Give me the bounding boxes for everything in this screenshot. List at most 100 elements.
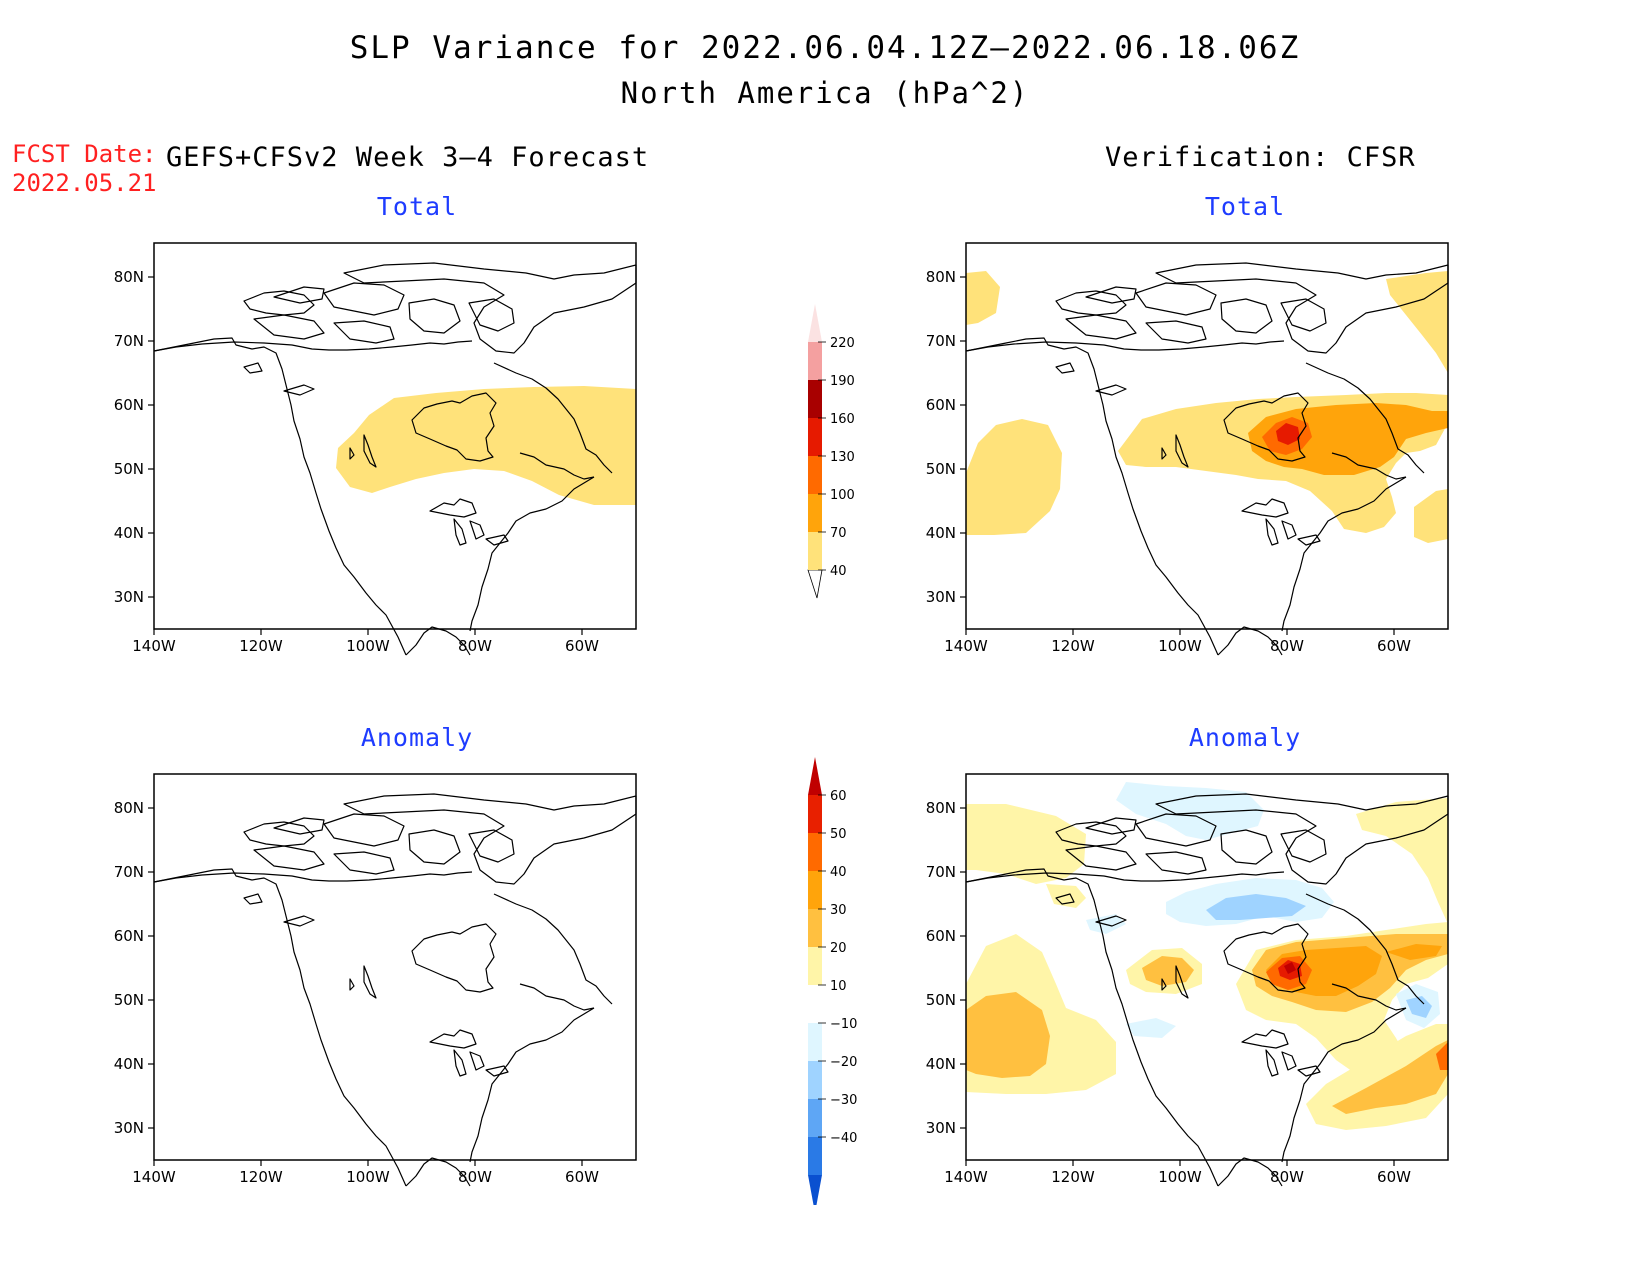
lat-label: 40N [114,1055,144,1073]
map-verification-anomaly: 80N 70N 60N 50N 40N 30N 140W 120W 100W 80W 60W [926,773,1449,1187]
colorbar-box [808,795,822,833]
lon-label: 60W [1377,1168,1411,1186]
colorbar-label: 30 [830,903,847,918]
colorbar-label: −20 [830,1055,857,1070]
lon-label: 100W [346,1168,390,1186]
chart-subtitle: North America (hPa^2) [620,76,1030,110]
lon-label: 100W [1158,1168,1202,1186]
lat-label: 60N [926,927,956,945]
panel-title-forecast-anomaly: Anomaly [360,723,474,752]
lon-label: 120W [239,637,283,655]
forecast-date: FCST Date: 2022.05.21 [12,140,157,198]
lon-label: 120W [239,1168,283,1186]
lat-label: 50N [926,991,956,1009]
x-axis-verification-anomaly: 140W 120W 100W 80W 60W [944,1160,1411,1186]
colorbar-box [808,947,822,985]
lon-label: 80W [1270,1168,1304,1186]
colorbar-box [808,532,822,570]
colorbar-box [808,342,822,380]
colorbar-label: 40 [830,865,847,880]
forecast-date-label: FCST Date: [12,140,157,168]
colorbar-box [808,833,822,871]
x-axis-forecast-total: 140W 120W 100W 80W 60W [132,629,599,655]
colorbar-box [808,985,822,1023]
lon-label: 80W [458,637,492,655]
lon-label: 100W [1158,637,1202,655]
model-column-title: GEFS+CFSv2 Week 3–4 Forecast [166,142,650,173]
lat-label: 70N [926,863,956,881]
lon-label: 60W [1377,637,1411,655]
anomaly-colorbar: 60 50 40 30 20 10 −10 −20 −30 −40 [808,757,857,1205]
lat-label: 80N [114,799,144,817]
y-axis-forecast-total: 80N 70N 60N 50N 40N 30N [114,268,154,606]
colorbar-underflow [807,569,823,599]
lon-label: 140W [132,1168,176,1186]
anomaly-colorbar-labels: 60 50 40 30 20 10 −10 −20 −30 −40 [818,789,857,1146]
lat-label: 60N [114,396,144,414]
map-verification-total: 80N 70N 60N 50N 40N 30N 140W 120W 100W 80W 60W [926,242,1449,656]
contour-fill-40-70 [336,386,636,505]
lon-label: 120W [1051,637,1095,655]
lat-label: 60N [114,927,144,945]
lat-label: 50N [114,460,144,478]
y-axis-forecast-anomaly: 80N 70N 60N 50N 40N 30N [114,799,154,1137]
colorbar-box [808,418,822,456]
total-colorbar-labels: 40 70 100 130 160 190 220 [818,336,855,579]
lon-label: 80W [458,1168,492,1186]
colorbar-box [808,1099,822,1137]
lat-label: 30N [926,588,956,606]
colorbar-box [808,909,822,947]
y-axis-verification-total: 80N 70N 60N 50N 40N 30N [926,268,966,606]
anomaly-colorbar-boxes [808,757,822,1205]
lat-label: 50N [926,460,956,478]
y-axis-verification-anomaly: 80N 70N 60N 50N 40N 30N [926,799,966,1137]
lat-label: 80N [114,268,144,286]
x-axis-verification-total: 140W 120W 100W 80W 60W [944,629,1411,655]
lat-label: 40N [114,524,144,542]
chart-title: SLP Variance for 2022.06.04.12Z–2022.06.… [349,30,1301,66]
colorbar-label: 50 [830,827,847,842]
colorbar-label: 60 [830,789,847,804]
colorbar-box [808,494,822,532]
colorbar-label: −10 [830,1017,857,1032]
lat-label: 40N [926,524,956,542]
colorbar-box [808,456,822,494]
colorbar-label: 130 [830,450,855,465]
contour-fill-verification-anomaly [966,782,1448,1130]
panel-title-verification-total: Total [1204,192,1286,221]
colorbar-label: 160 [830,412,855,427]
lon-label: 120W [1051,1168,1095,1186]
colorbar-box [808,871,822,909]
colorbar-box [808,1023,822,1061]
colorbar-label: −40 [830,1131,857,1146]
lat-label: 30N [114,588,144,606]
forecast-date-value: 2022.05.21 [12,169,157,197]
total-colorbar: 40 70 100 130 160 190 220 [807,304,855,599]
lon-label: 140W [944,1168,988,1186]
lon-label: 60W [565,637,599,655]
lon-label: 100W [346,637,390,655]
colorbar-box [808,1061,822,1099]
x-axis-forecast-anomaly: 140W 120W 100W 80W 60W [132,1160,599,1186]
lat-label: 80N [926,799,956,817]
lat-label: 80N [926,268,956,286]
lat-label: 70N [114,332,144,350]
lon-label: 60W [565,1168,599,1186]
lat-label: 30N [926,1119,956,1137]
lon-label: 80W [1270,637,1304,655]
colorbar-label: 190 [830,374,855,389]
colorbar-label: 220 [830,336,855,351]
lon-label: 140W [132,637,176,655]
lon-label: 140W [944,637,988,655]
colorbar-overflow [808,757,822,795]
verification-column-title: Verification: CFSR [1105,142,1416,173]
total-colorbar-boxes [807,304,823,599]
lat-label: 60N [926,396,956,414]
panel-title-forecast-total: Total [376,192,458,221]
lat-label: 70N [114,863,144,881]
colorbar-label: −30 [830,1093,857,1108]
colorbar-box [808,1137,822,1175]
lat-label: 30N [114,1119,144,1137]
colorbar-label: 100 [830,488,855,503]
colorbar-underflow [808,1175,822,1205]
